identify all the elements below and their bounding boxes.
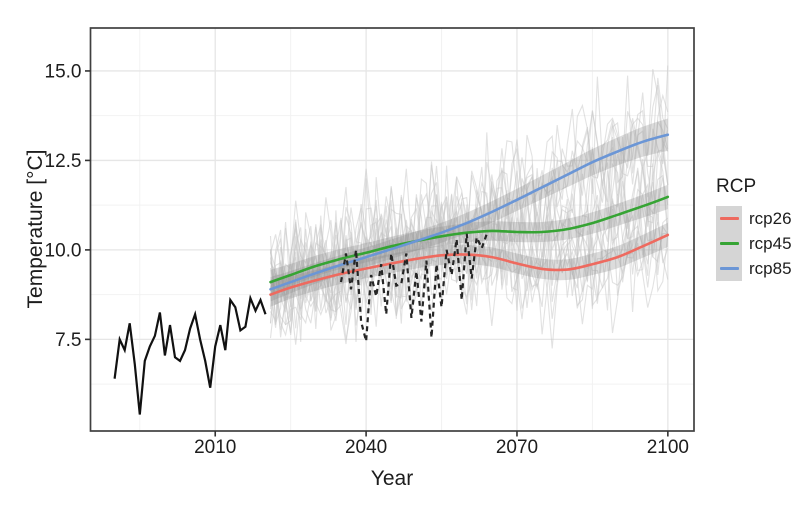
- ensemble-run-rcp85: [270, 77, 669, 331]
- ensemble-run-rcp45: [269, 147, 669, 316]
- line-rcp26: [269, 233, 670, 296]
- legend-line-icon: [719, 242, 739, 245]
- y-tick-label: 15.0: [45, 61, 82, 82]
- legend-key-swatch: [716, 231, 742, 256]
- line-rcp45: [269, 195, 670, 284]
- legend-line-icon: [719, 217, 739, 220]
- panel-border: [89, 27, 695, 432]
- data-layers: [113, 65, 670, 415]
- legend-label: rcp26: [749, 208, 792, 228]
- legend-label: rcp45: [749, 233, 792, 253]
- legend-key-swatch: [716, 206, 742, 231]
- legend-entry-rcp85: rcp85: [716, 256, 792, 281]
- dashed-observed-line: [339, 233, 488, 342]
- ribbon-rcp45: [270, 184, 668, 295]
- legend-line-icon: [719, 267, 739, 270]
- ensemble-run-rcp85: [270, 84, 669, 323]
- x-tick-label: 2010: [194, 437, 236, 458]
- legend: RCP rcp26 rcp45 rcp85: [716, 176, 792, 281]
- legend-label: rcp85: [749, 258, 792, 278]
- y-tick-label: 7.5: [55, 330, 81, 351]
- y-tick-label: 10.0: [45, 240, 82, 261]
- legend-entry-rcp45: rcp45: [716, 231, 792, 256]
- y-tick-label: 12.5: [45, 151, 82, 172]
- observed-line: [113, 294, 267, 415]
- x-tick-label: 2040: [345, 437, 387, 458]
- legend-entry-rcp26: rcp26: [716, 206, 792, 231]
- y-axis-title: Temperature [°C]: [24, 149, 47, 309]
- legend-keys: rcp26 rcp45 rcp85: [716, 206, 792, 281]
- x-axis-title: Year: [370, 467, 414, 490]
- legend-key-swatch: [716, 256, 742, 281]
- legend-title: RCP: [716, 176, 757, 197]
- x-tick-label: 2070: [496, 437, 538, 458]
- x-tick-label: 2100: [647, 437, 689, 458]
- line-rcp85: [269, 133, 670, 291]
